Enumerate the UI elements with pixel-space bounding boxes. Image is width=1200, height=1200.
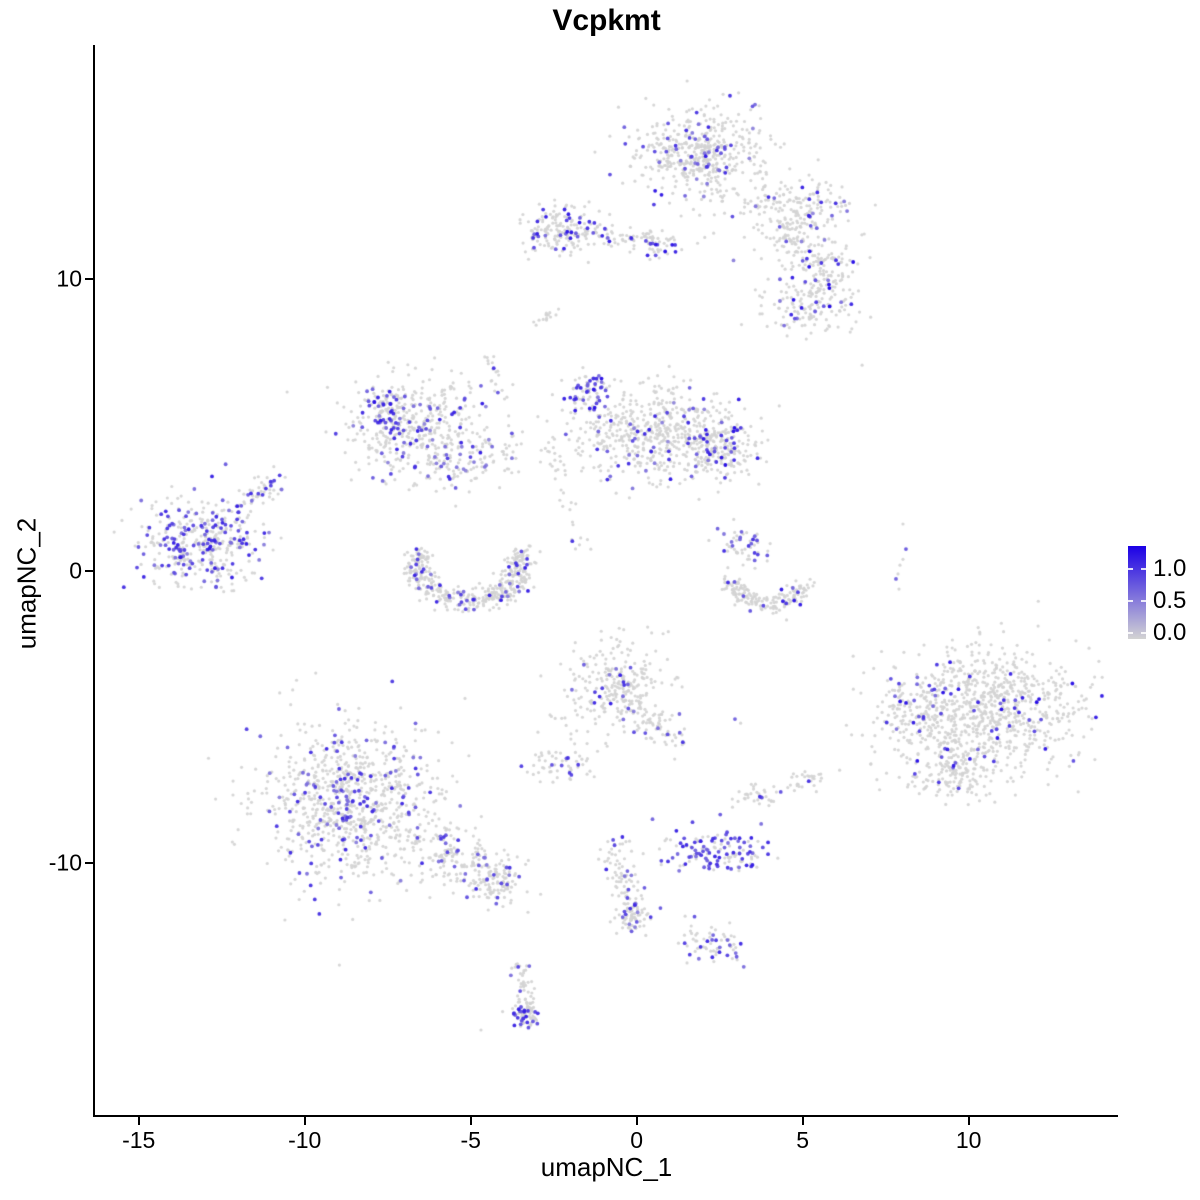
- x-tick-label: 0: [630, 1127, 644, 1153]
- y-axis-title: umapNC_2: [11, 517, 42, 650]
- x-axis-title: umapNC_1: [540, 1152, 673, 1182]
- y-tick-mark: [85, 570, 93, 572]
- x-tick-label: -10: [288, 1127, 322, 1153]
- legend-tick-mark: [1128, 568, 1133, 570]
- y-tick-label: 0: [69, 557, 82, 584]
- x-tick-label: -15: [122, 1127, 156, 1153]
- x-tick-mark: [469, 1117, 472, 1125]
- x-tick-label: 10: [955, 1127, 982, 1153]
- legend-tick-mark: [1141, 631, 1146, 634]
- legend-value-label: 1.0: [1153, 555, 1187, 582]
- legend-tick-mark: [1128, 599, 1133, 602]
- y-tick-mark: [85, 278, 93, 280]
- x-tick-mark: [635, 1117, 638, 1125]
- y-tick-label: 10: [56, 265, 82, 292]
- x-axis-line: [93, 1115, 1118, 1117]
- x-tick-mark: [303, 1117, 306, 1125]
- x-tick-label: 5: [796, 1127, 810, 1153]
- legend-tick-mark: [1141, 568, 1146, 570]
- y-axis-line: [93, 45, 95, 1117]
- legend-tick-mark: [1128, 631, 1133, 634]
- legend-value-label: 0.0: [1153, 618, 1187, 646]
- legend-gradient-bar: [1128, 546, 1146, 639]
- legend-value-label: 0.5: [1153, 586, 1187, 614]
- legend-tick-mark: [1141, 599, 1146, 602]
- x-tick-mark: [801, 1117, 804, 1125]
- x-tick-mark: [137, 1117, 140, 1125]
- y-tick-label: -10: [48, 849, 82, 876]
- y-tick-mark: [85, 862, 93, 864]
- x-tick-label: -5: [460, 1127, 481, 1153]
- x-tick-mark: [967, 1117, 970, 1125]
